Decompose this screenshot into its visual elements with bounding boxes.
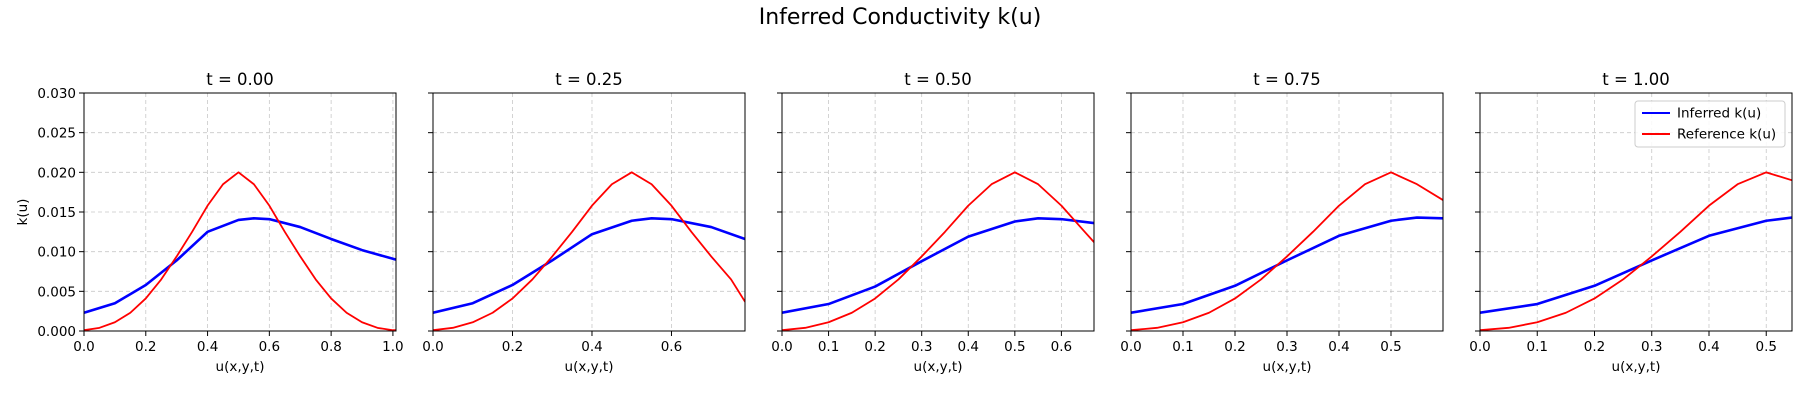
x-tick-label: 0.5 (1380, 339, 1401, 355)
x-tick-label: 0.4 (1328, 339, 1349, 355)
x-tick-label: 0.2 (502, 339, 523, 355)
y-tick-label: 0.025 (37, 126, 76, 142)
reference-k-line (433, 171, 745, 332)
y-tick-label: 0.000 (37, 324, 76, 340)
legend: Inferred k(u) Reference k(u) (1634, 100, 1786, 148)
x-tick-label: 0.3 (911, 339, 932, 355)
inferred-k-line (782, 217, 1094, 315)
x-tick-label: 0.0 (1469, 339, 1490, 355)
panel-1-ylabel: k(u) (15, 199, 31, 226)
panel-3: 0.0 0.1 0.2 0.3 0.4 0.5 0.6 t = 0.50 u(x,y,t) (771, 70, 1095, 375)
panel-4: 0.0 0.1 0.2 0.3 0.4 0.5 t = 0.75 u(x,y,t) (1120, 70, 1444, 375)
x-tick-label: 0.1 (1172, 339, 1193, 355)
y-tick-label: 0.030 (37, 86, 76, 102)
reference-k-line (782, 171, 1094, 332)
x-tick-label: 0.1 (1527, 339, 1548, 355)
x-tick-label: 0.2 (1584, 339, 1605, 355)
x-tick-label: 0.3 (1276, 339, 1297, 355)
x-tick-label: 0.5 (1004, 339, 1025, 355)
legend-frame (1634, 100, 1786, 148)
panel-4-xlabel: u(x,y,t) (1263, 359, 1312, 375)
panel-2-series (433, 171, 745, 332)
inferred-k-line (1131, 216, 1443, 315)
panel-3-xlabel: u(x,y,t) (914, 359, 963, 375)
panel-4-grid (1130, 92, 1443, 332)
inferred-k-line (433, 217, 745, 315)
panel-2: 0.0 0.2 0.4 0.6 t = 0.25 u(x,y,t) (422, 70, 746, 375)
x-tick-label: 0.0 (1120, 339, 1141, 355)
figure-title: Inferred Conductivity k(u) (759, 5, 1042, 30)
y-tick-label: 0.010 (37, 245, 76, 261)
inferred-k-line (1480, 216, 1792, 315)
x-tick-label: 0.8 (320, 339, 341, 355)
panel-3-title: t = 0.50 (904, 70, 972, 89)
reference-k-line (84, 171, 396, 332)
x-tick-label: 0.2 (135, 339, 156, 355)
y-tick-label: 0.020 (37, 165, 76, 181)
x-tick-label: 0.4 (197, 339, 218, 355)
x-tick-label: 0.1 (818, 339, 839, 355)
panel-5-title: t = 1.00 (1602, 70, 1670, 89)
panel-4-title: t = 0.75 (1253, 70, 1321, 89)
y-tick-label: 0.005 (37, 284, 76, 300)
legend-label-inferred: Inferred k(u) (1677, 106, 1761, 122)
panel-1: 0.0 0.2 0.4 0.6 0.8 1.0 0.000 0.005 0.010 0.015 0.… (15, 70, 404, 375)
x-tick-label: 0.4 (958, 339, 979, 355)
x-tick-label: 0.4 (1698, 339, 1719, 355)
panel-2-xlabel: u(x,y,t) (565, 359, 614, 375)
x-tick-label: 0.2 (864, 339, 885, 355)
panel-4-series (1131, 171, 1443, 332)
panel-1-xlabel: u(x,y,t) (216, 359, 265, 375)
x-tick-label: 0.0 (73, 339, 94, 355)
panel-1-series (84, 171, 396, 332)
x-tick-label: 0.2 (1224, 339, 1245, 355)
panel-3-series (782, 171, 1094, 332)
legend-label-reference: Reference k(u) (1677, 127, 1776, 143)
x-tick-label: 0.6 (259, 339, 280, 355)
x-tick-label: 0.4 (581, 339, 602, 355)
x-tick-label: 0.3 (1641, 339, 1662, 355)
x-tick-label: 0.0 (422, 339, 443, 355)
panel-5-xlabel: u(x,y,t) (1612, 359, 1661, 375)
panel-2-title: t = 0.25 (555, 70, 623, 89)
reference-k-line (1480, 171, 1792, 332)
panel-5: 0.0 0.1 0.2 0.3 0.4 0.5 t = 1.00 u(x,y,t) (1469, 70, 1793, 375)
x-tick-label: 0.6 (661, 339, 682, 355)
subplots: 0.0 0.2 0.4 0.6 0.8 1.0 0.000 0.005 0.010 0.015 0.… (15, 70, 1793, 375)
reference-k-line (1131, 171, 1443, 332)
panel-5-series (1480, 171, 1792, 332)
panel-1-title: t = 0.00 (206, 70, 274, 89)
x-tick-label: 1.0 (382, 339, 403, 355)
x-tick-label: 0.0 (771, 339, 792, 355)
x-tick-label: 0.6 (1051, 339, 1072, 355)
inferred-k-line (84, 217, 396, 315)
y-tick-label: 0.015 (37, 205, 76, 221)
x-tick-label: 0.5 (1755, 339, 1776, 355)
